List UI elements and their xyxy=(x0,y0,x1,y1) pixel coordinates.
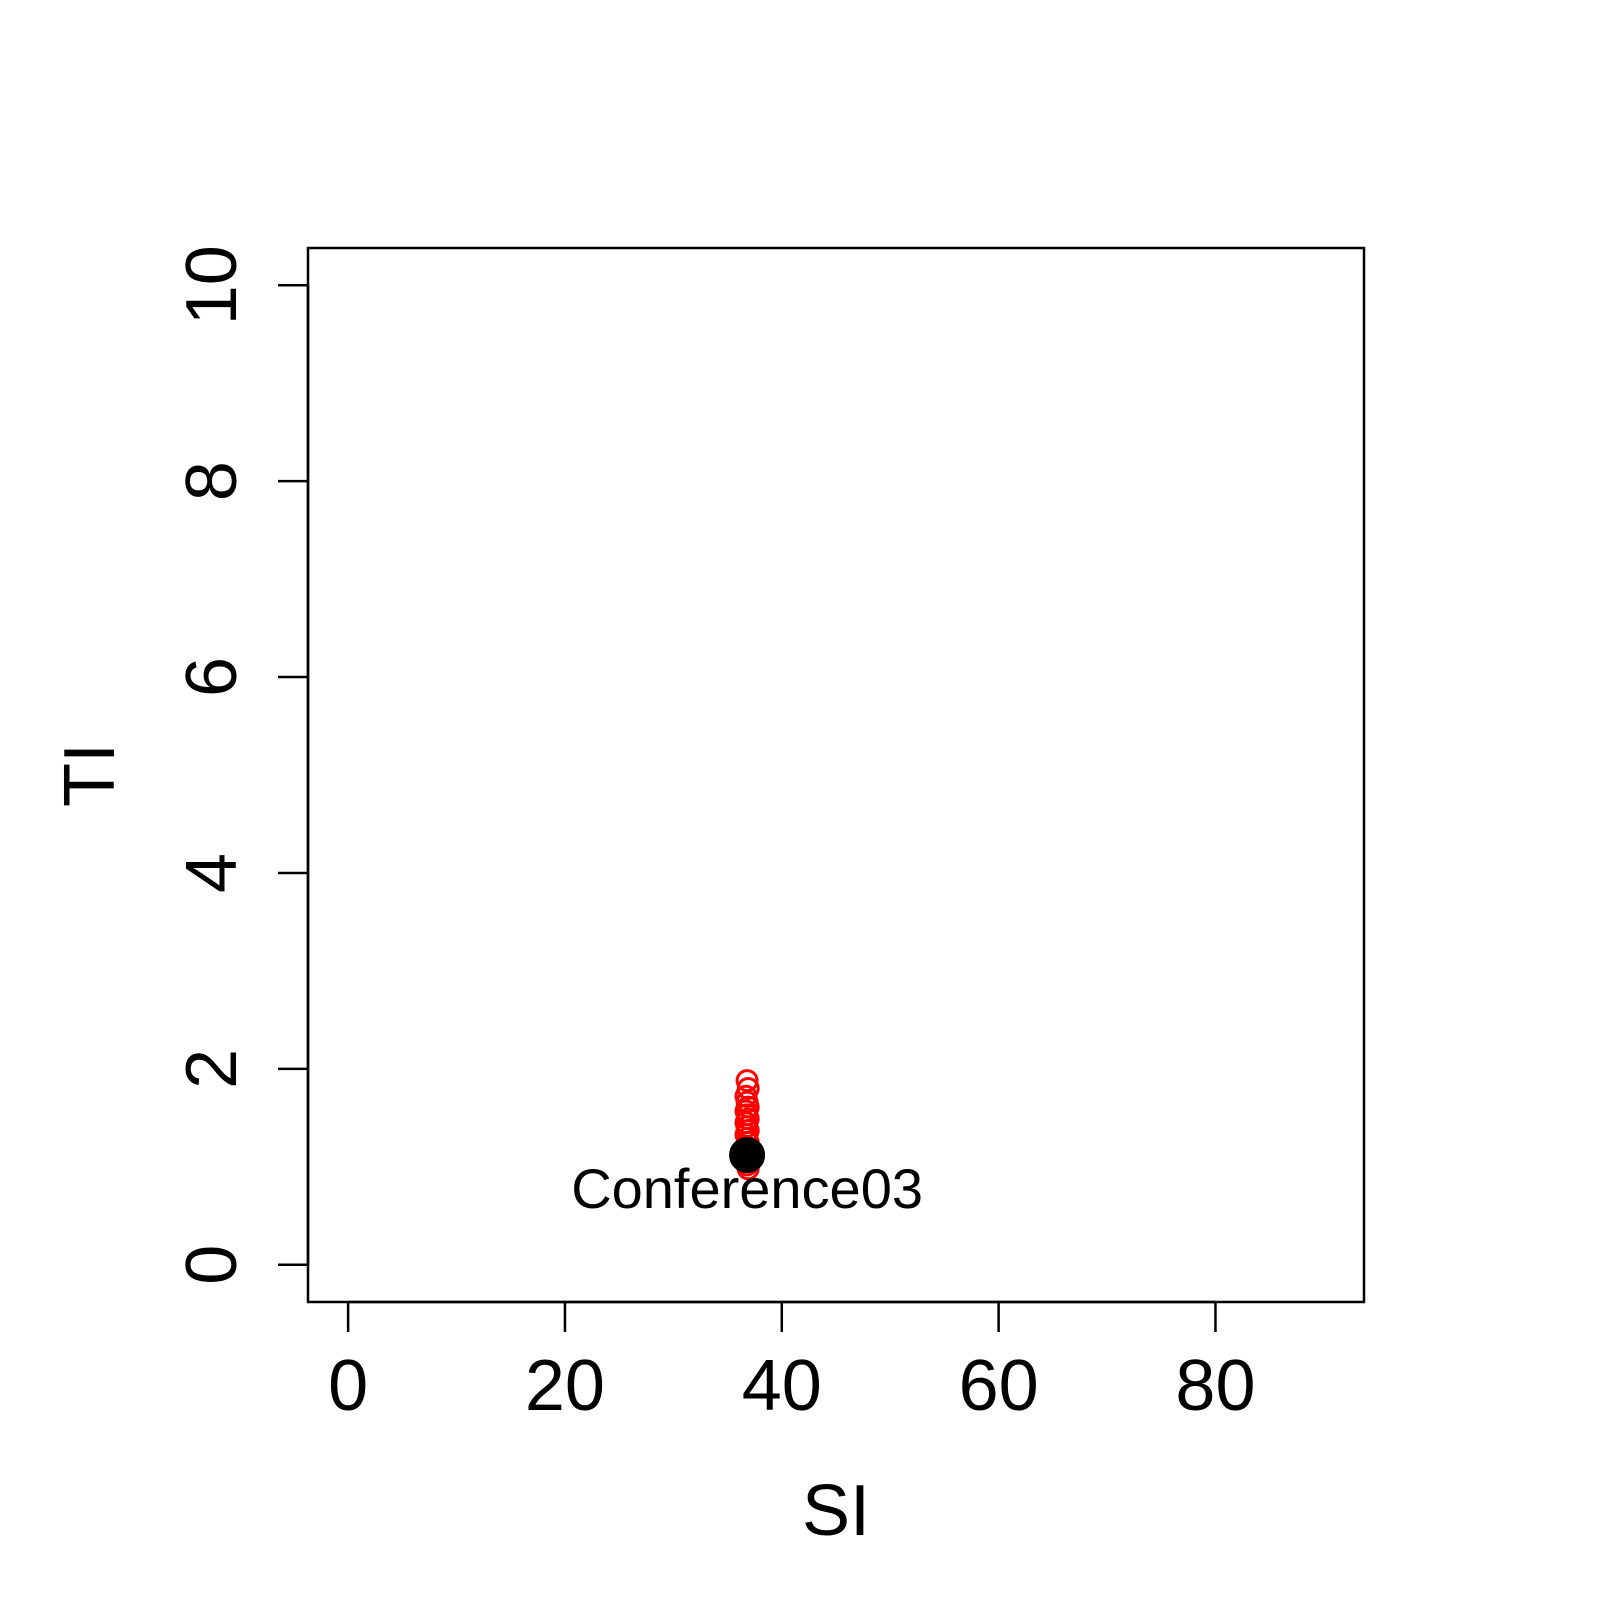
y-tick-label: 2 xyxy=(172,1049,252,1089)
data-point-open xyxy=(735,1069,759,1093)
plot-area-frame xyxy=(306,246,1366,1304)
y-tick-label: 10 xyxy=(172,245,252,325)
y-axis-title: TI xyxy=(50,743,130,807)
x-tick-label: 40 xyxy=(742,1346,822,1426)
point-label: Conference03 xyxy=(571,1157,923,1220)
y-axis: 0 2 4 6 8 10 xyxy=(172,245,310,1285)
y-tick-label: 6 xyxy=(172,657,252,697)
y-tick-label: 4 xyxy=(172,853,252,893)
annotations: Conference03 xyxy=(571,1157,923,1220)
x-tick-label: 80 xyxy=(1175,1346,1255,1426)
x-tick-label: 60 xyxy=(959,1346,1039,1426)
x-tick-label: 0 xyxy=(328,1346,368,1426)
y-tick-label: 0 xyxy=(172,1245,252,1285)
x-axis-title: SI xyxy=(802,1471,870,1551)
data-points xyxy=(729,1069,766,1181)
x-tick-label: 20 xyxy=(525,1346,605,1426)
x-axis: 0 20 40 60 80 xyxy=(328,1300,1256,1426)
y-tick-label: 8 xyxy=(172,461,252,501)
data-point-filled xyxy=(729,1137,766,1174)
